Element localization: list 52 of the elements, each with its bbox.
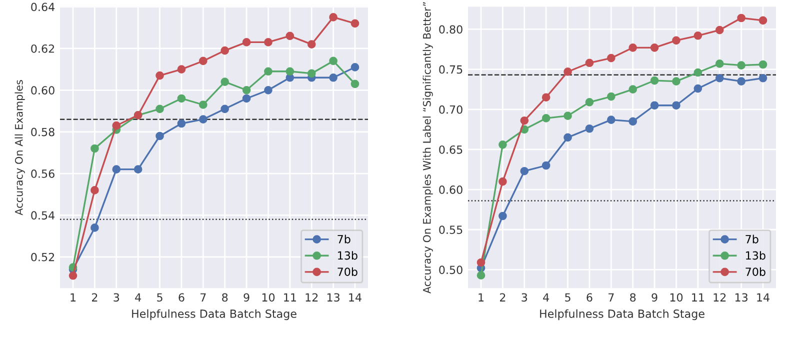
y-tick-label: 0.75 [439,65,462,74]
x-tick-label: 2 [500,293,506,302]
x-tick-label: 7 [200,293,206,302]
y-axis-title: Accuracy On Examples With Label “Significantly Better” [422,2,433,294]
y-axis-title: Accuracy On All Examples [14,80,25,216]
legend-label: 7b [746,234,758,244]
legend-label: 70b [746,267,766,276]
x-tick-label: 4 [543,293,549,302]
x-tick-label: 12 [714,293,726,302]
y-tick-label: 0.80 [439,25,462,34]
y-tick-label: 0.55 [439,226,462,234]
x-axis-title: Helpfulness Data Batch Stage [132,309,296,320]
x-tick-label: 1 [478,293,484,302]
x-tick-label: 5 [157,293,162,302]
x-tick-label: 8 [630,293,636,302]
x-tick-label: 6 [178,293,184,302]
x-tick-label: 13 [327,293,340,302]
legend-label: 7b [338,234,350,244]
legend-label: 70b [338,267,358,276]
x-tick-label: 2 [92,293,98,302]
y-tick-label: 0.52 [31,252,54,262]
x-tick-label: 14 [757,293,770,302]
y-tick-label: 0.70 [439,105,462,114]
x-tick-label: 14 [349,293,362,302]
y-tick-label: 0.54 [31,211,55,220]
x-tick-label: 3 [522,293,528,302]
y-tick-label: 0.56 [31,169,54,178]
x-tick-label: 11 [284,293,296,302]
y-tick-label: 0.64 [31,2,55,12]
y-tick-label: 0.62 [31,44,54,53]
x-tick-label: 4 [135,293,141,302]
x-tick-label: 9 [244,293,250,302]
y-tick-label: 0.60 [439,186,462,194]
x-tick-label: 7 [608,293,614,302]
x-tick-label: 10 [262,293,275,302]
x-tick-label: 9 [652,293,658,302]
y-tick-label: 0.60 [31,86,54,95]
x-tick-label: 3 [114,293,120,302]
x-tick-label: 13 [735,293,748,302]
x-tick-label: 8 [222,293,228,302]
x-tick-label: 10 [670,293,683,302]
y-tick-label: 0.65 [439,145,462,154]
x-tick-label: 5 [565,293,570,302]
x-tick-label: 6 [586,293,592,302]
legend-label: 13b [338,251,358,260]
x-tick-label: 12 [306,293,318,302]
x-tick-label: 1 [70,293,76,302]
x-tick-label: 11 [692,293,704,302]
x-axis-title: Helpfulness Data Batch Stage [540,309,704,320]
legend-label: 13b [746,251,766,260]
y-tick-label: 0.58 [31,128,54,136]
y-tick-label: 0.50 [439,266,462,274]
